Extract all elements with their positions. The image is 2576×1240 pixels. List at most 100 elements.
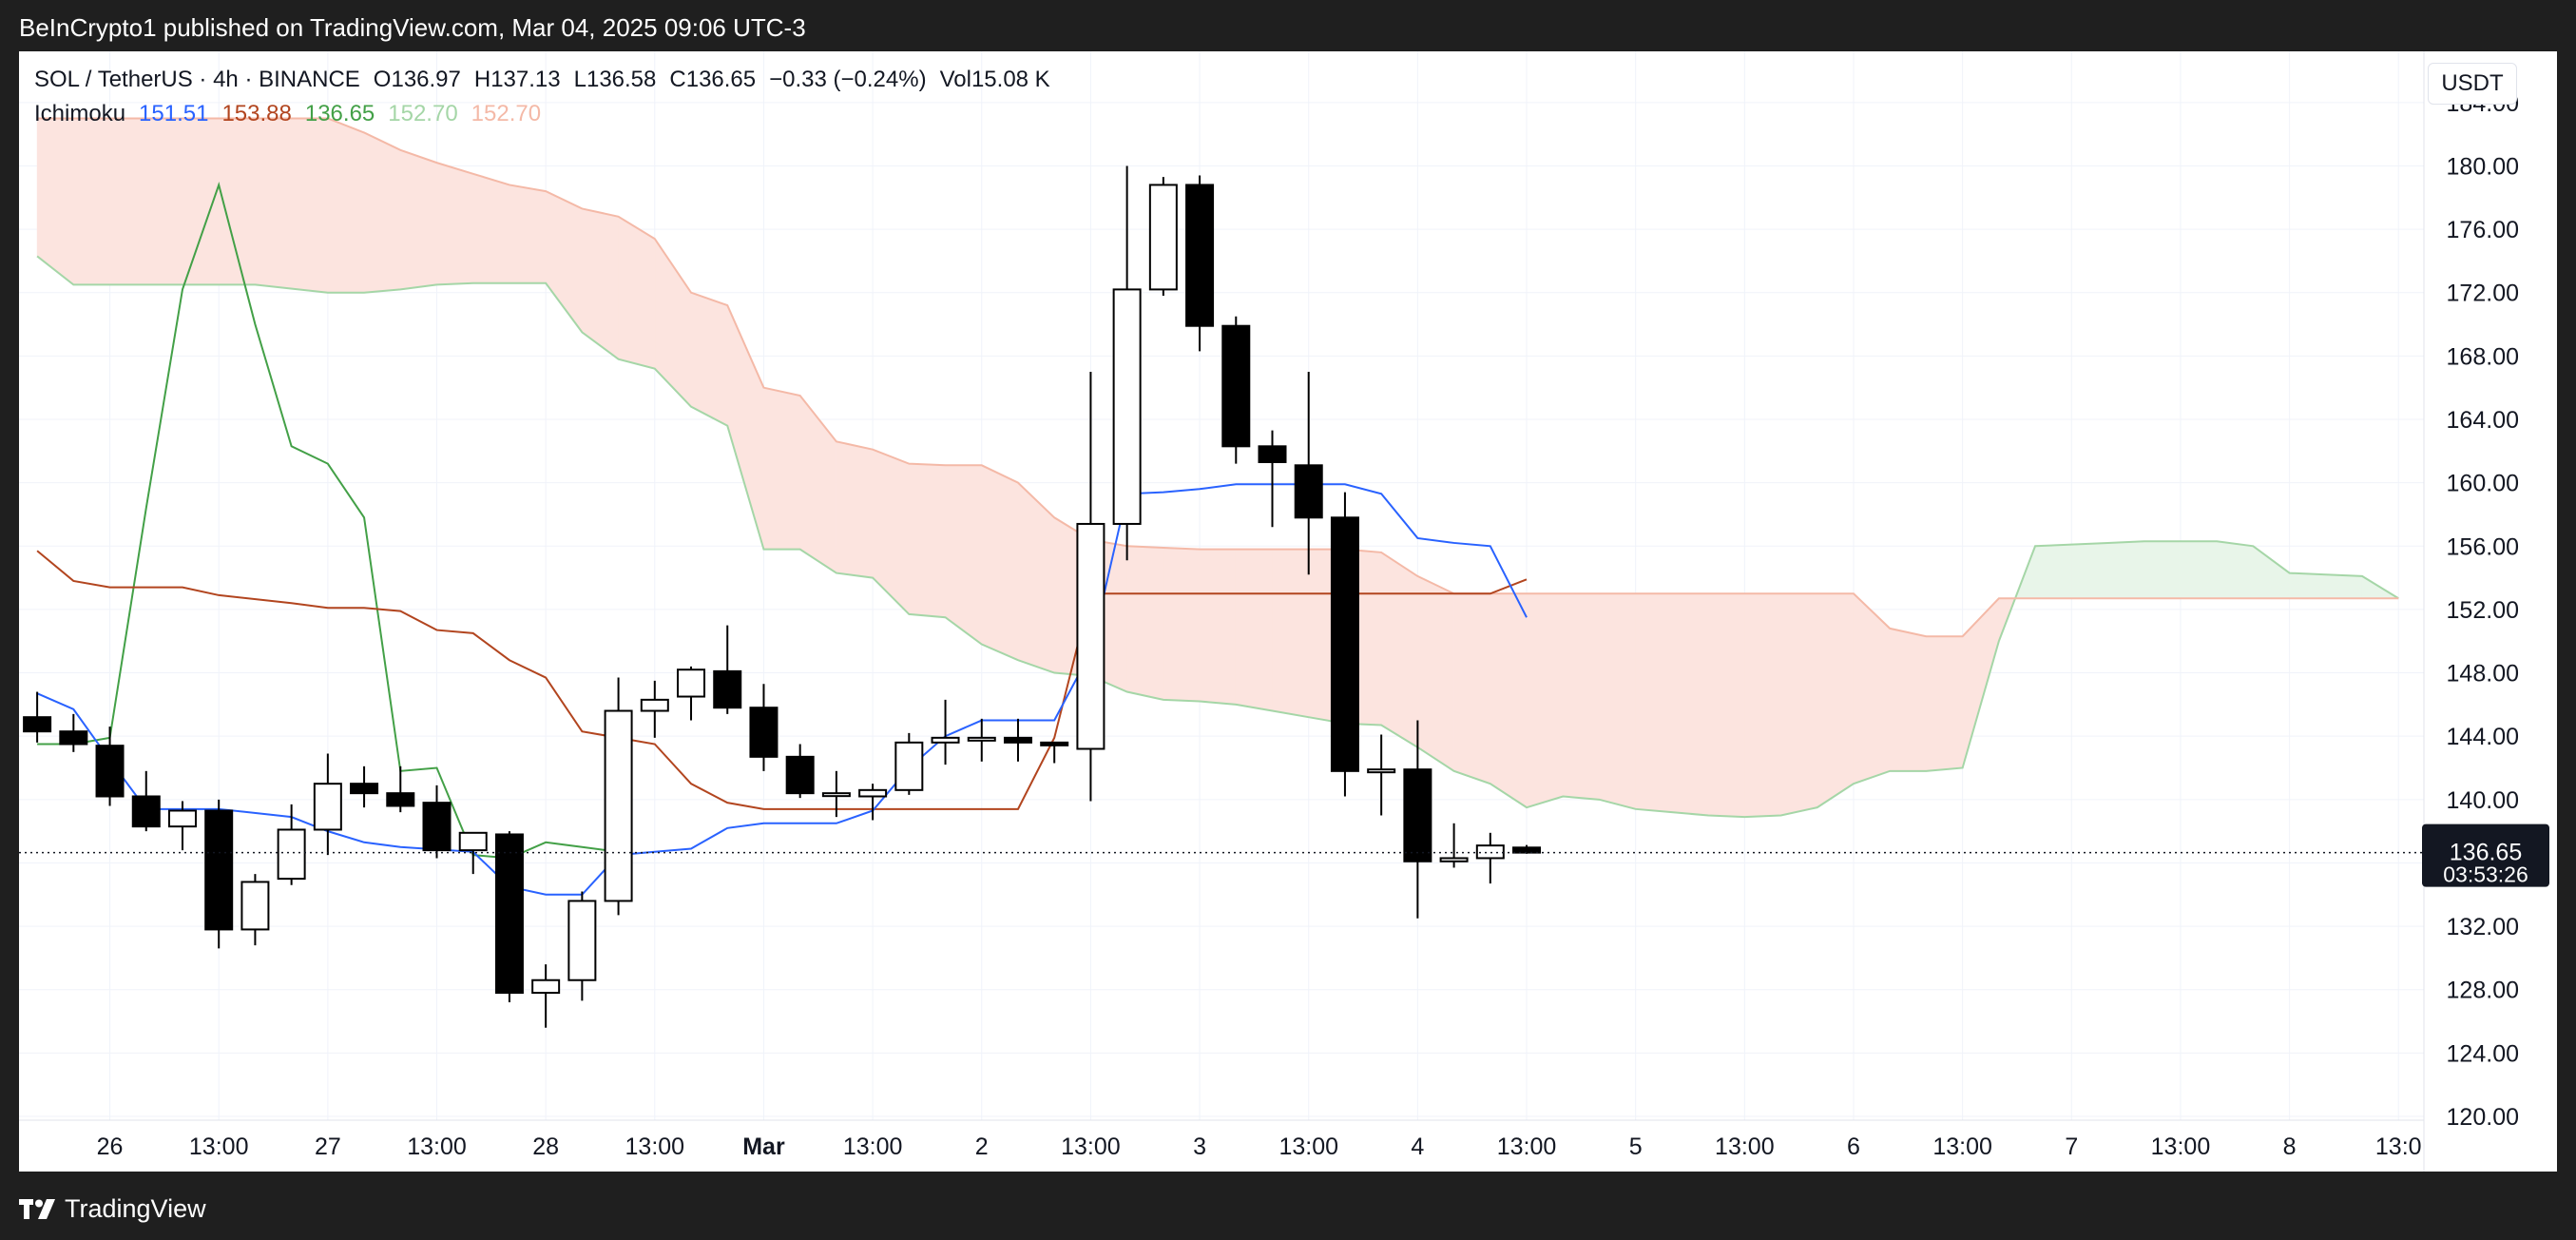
series-base-line[interactable]: [36, 550, 1528, 810]
candle-body-down: [749, 707, 779, 758]
candle[interactable]: [567, 891, 597, 1001]
cloud-bear-segment: [1962, 597, 2000, 768]
indicator-value-conversion: 151.51: [139, 101, 209, 126]
candle[interactable]: [23, 691, 52, 743]
candle[interactable]: [1475, 832, 1505, 884]
candle[interactable]: [167, 801, 197, 851]
chart-area[interactable]: 120.00124.00128.00132.00136.00140.00144.…: [19, 51, 2557, 1172]
x-tick-label: 13:00: [625, 1133, 685, 1160]
x-tick-label: 7: [2065, 1133, 2078, 1160]
candle[interactable]: [59, 713, 88, 752]
candle-body-down: [713, 669, 742, 709]
cloud-bull-segment: [2070, 542, 2108, 599]
candle-body-up: [967, 736, 996, 742]
price-badge-value: 136.65: [2450, 840, 2522, 866]
cloud-bear-segment: [436, 162, 474, 285]
candle[interactable]: [1403, 720, 1432, 919]
cloud-bear-segment: [618, 216, 656, 370]
y-tick-label: 172.00: [2447, 281, 2519, 307]
ohlc-high: H137.13: [473, 67, 561, 92]
candle[interactable]: [531, 964, 561, 1028]
candle[interactable]: [458, 831, 488, 875]
candle[interactable]: [1367, 734, 1396, 816]
y-tick-label: 144.00: [2447, 724, 2519, 750]
candle[interactable]: [821, 770, 851, 818]
candle-body-up: [640, 698, 669, 712]
cloud-bull-segment: [2180, 540, 2218, 599]
candle[interactable]: [204, 799, 234, 949]
candle[interactable]: [131, 770, 161, 832]
candle[interactable]: [494, 831, 524, 1003]
x-tick-label: 13:00: [1932, 1133, 1992, 1160]
cloud-bear-segment: [654, 238, 692, 408]
symbol-title[interactable]: SOL / TetherUS · 4h · BINANCE: [34, 67, 360, 92]
y-tick-label: 124.00: [2447, 1040, 2519, 1067]
cloud-bear-segment: [327, 118, 365, 294]
ohlc-change: −0.33 (−0.24%): [769, 67, 927, 92]
candle[interactable]: [1330, 492, 1359, 797]
candle-body-down: [1221, 324, 1251, 448]
candle-body-up: [567, 900, 597, 981]
cloud-bull-segment: [2034, 544, 2072, 599]
indicator-value-lead-b: 152.70: [471, 101, 542, 126]
cloud-bear-segment: [399, 149, 437, 290]
candle[interactable]: [1512, 844, 1542, 854]
currency-button[interactable]: USDT: [2428, 63, 2517, 105]
candle[interactable]: [749, 684, 779, 771]
cloud-bull-segment: [2253, 545, 2290, 599]
candle[interactable]: [240, 874, 270, 946]
candle[interactable]: [1003, 718, 1032, 762]
cloud-bear-segment: [255, 118, 329, 294]
candle-body-down: [1040, 741, 1069, 746]
candle-body-up: [277, 828, 306, 881]
candle[interactable]: [1076, 372, 1105, 802]
indicator-value-base: 153.88: [221, 101, 292, 126]
candle-body-down: [1185, 184, 1215, 327]
candle[interactable]: [1294, 372, 1323, 575]
candle[interactable]: [967, 718, 996, 762]
candle[interactable]: [277, 804, 306, 885]
candle-body-up: [1148, 184, 1178, 291]
cloud-bull-segment: [2216, 540, 2254, 599]
candle[interactable]: [350, 765, 379, 808]
candle[interactable]: [422, 785, 452, 859]
candle[interactable]: [1439, 823, 1469, 868]
tradingview-logo[interactable]: TradingView: [19, 1194, 206, 1224]
series-leading-span-b[interactable]: [37, 117, 2399, 638]
candle[interactable]: [1258, 430, 1287, 528]
x-tick-label: 28: [532, 1133, 559, 1160]
candle[interactable]: [604, 677, 633, 916]
candle[interactable]: [713, 625, 742, 714]
candle-body-up: [604, 709, 633, 902]
candle[interactable]: [894, 732, 924, 795]
indicator-name[interactable]: Ichimoku: [34, 101, 126, 126]
candle[interactable]: [931, 699, 960, 765]
candle[interactable]: [858, 784, 888, 821]
candle[interactable]: [95, 727, 125, 806]
y-tick-label: 132.00: [2447, 914, 2519, 940]
candle[interactable]: [1148, 177, 1178, 297]
candle-body-up: [458, 831, 488, 852]
candle[interactable]: [785, 744, 815, 799]
y-tick-label: 148.00: [2447, 661, 2519, 688]
candle[interactable]: [1040, 741, 1069, 764]
cloud-bear-segment: [1199, 549, 1237, 706]
candle[interactable]: [313, 753, 342, 856]
candle-body-down: [1003, 736, 1032, 744]
candle[interactable]: [1221, 316, 1251, 464]
candle-body-down: [1258, 445, 1287, 463]
candle[interactable]: [386, 765, 415, 813]
x-tick-label: 26: [97, 1133, 124, 1160]
y-tick-label: 160.00: [2447, 471, 2519, 497]
chart-canvas[interactable]: 120.00124.00128.00132.00136.00140.00144.…: [19, 51, 2557, 1172]
candle[interactable]: [677, 666, 706, 721]
cloud-bear-segment: [1599, 592, 1636, 810]
candle[interactable]: [1112, 165, 1142, 561]
cloud-bear-segment: [1526, 592, 1564, 808]
cloud-bear-segment: [1671, 592, 1709, 816]
cloud-bear-segment: [1744, 592, 1781, 818]
cloud-bear-segment: [1926, 635, 1963, 772]
candle[interactable]: [640, 680, 669, 738]
candle[interactable]: [1185, 175, 1215, 352]
series-leading-span-a[interactable]: [36, 255, 2399, 819]
